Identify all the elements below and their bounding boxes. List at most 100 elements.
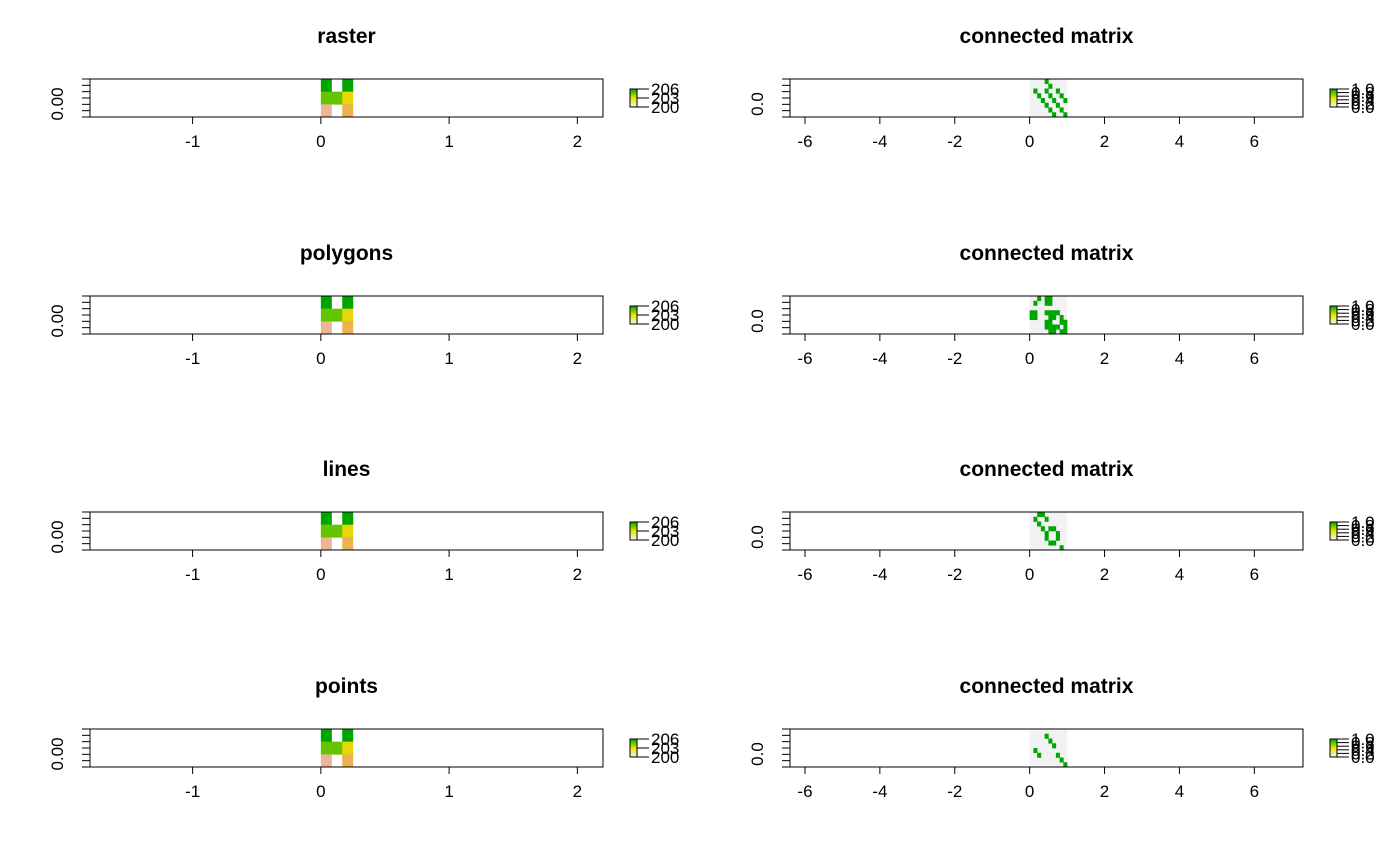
legend-label: 203 — [651, 522, 679, 541]
heatmap-cell — [1044, 531, 1049, 537]
heatmap-cell — [1063, 324, 1068, 330]
heatmap-cell — [320, 537, 332, 551]
legend-colorbar — [1329, 738, 1338, 758]
y-tick-label: 0.00 — [48, 304, 67, 337]
heatmap-cell — [1044, 300, 1049, 306]
x-tick-label: -4 — [872, 349, 887, 368]
legend-label: 0.8 — [1351, 301, 1375, 320]
legend-colorbar — [1329, 88, 1338, 108]
x-tick-label: -6 — [797, 782, 812, 801]
heatmap-cell — [1063, 98, 1068, 104]
x-tick-label: 2 — [573, 565, 582, 584]
heatmap-cell — [1033, 300, 1038, 306]
heatmap-cell — [1037, 521, 1042, 527]
heatmap-cell — [1033, 88, 1038, 94]
heatmap-cell — [1048, 526, 1053, 532]
x-tick-label: 0 — [1025, 349, 1034, 368]
legend-label: 206 — [651, 80, 679, 99]
x-tick-label: -2 — [947, 349, 962, 368]
legend-label: 0.6 — [1351, 737, 1375, 756]
heatmap-cell — [1052, 540, 1057, 546]
x-tick-label: 6 — [1250, 565, 1259, 584]
x-tick-label: 0 — [1025, 132, 1034, 151]
x-tick-label: -4 — [872, 782, 887, 801]
x-tick-label: -1 — [185, 349, 200, 368]
heatmap-cell — [1048, 93, 1053, 99]
legend-label: 0.4 — [1351, 91, 1375, 110]
legend-label: 0.6 — [1351, 87, 1375, 106]
legend-label: 0.4 — [1351, 524, 1375, 543]
x-tick-label: 0 — [1025, 565, 1034, 584]
heatmap-cell — [331, 308, 343, 322]
heatmap-cell — [342, 729, 354, 742]
heatmap-cell — [1048, 319, 1053, 325]
heatmap-cell — [1048, 107, 1053, 113]
heatmap-cell — [1055, 88, 1060, 94]
heatmap-cell — [1033, 516, 1038, 522]
legend-label: 200 — [651, 748, 679, 767]
heatmap-cell — [1063, 329, 1068, 335]
heatmap-cell — [1037, 93, 1042, 99]
heatmap-cell — [342, 754, 354, 768]
heatmap-cell — [1029, 310, 1034, 316]
x-tick-label: 2 — [573, 132, 582, 151]
heatmap-cell — [1048, 738, 1053, 744]
heatmap-cell — [1055, 752, 1060, 758]
heatmap-cell — [1033, 748, 1038, 754]
heatmap-cell — [1052, 743, 1057, 749]
heatmap-cell — [320, 308, 332, 322]
legend-colorbar — [629, 521, 638, 541]
heatmap-cell — [320, 321, 332, 335]
heatmap-cell — [1044, 296, 1049, 302]
heatmap-cell — [1048, 83, 1053, 89]
heatmap-cell — [331, 524, 343, 538]
chart-title: connected matrix — [960, 675, 1134, 698]
x-tick-label: 0 — [316, 782, 325, 801]
heatmap-cell — [320, 91, 332, 105]
y-tick-label: 0.0 — [748, 742, 767, 766]
x-tick-label: 1 — [444, 349, 453, 368]
legend-label: 0.4 — [1351, 308, 1375, 327]
heatmap-cell — [1052, 329, 1057, 335]
heatmap-cell — [320, 754, 332, 768]
legend-label: 1.0 — [1351, 80, 1375, 99]
heatmap-cell — [1063, 762, 1068, 768]
heatmap-cell — [1048, 329, 1053, 335]
heatmap-cell — [1044, 79, 1049, 85]
x-tick-label: 2 — [573, 349, 582, 368]
y-tick-label: 0.00 — [48, 87, 67, 120]
heatmap-cell — [1052, 112, 1057, 118]
heatmap-cell — [320, 512, 332, 525]
legend-colorbar — [629, 305, 638, 325]
heatmap-cell — [1055, 531, 1060, 537]
heatmap-cell — [1037, 752, 1042, 758]
legend-label: 0.4 — [1351, 741, 1375, 760]
heatmap-cell — [1052, 310, 1057, 316]
legend-label: 1.0 — [1351, 297, 1375, 316]
x-tick-label: 4 — [1175, 132, 1184, 151]
legend-label: 0.6 — [1351, 304, 1375, 323]
legend-label: 203 — [651, 306, 679, 325]
legend-label: 206 — [651, 297, 679, 316]
heatmap-cell — [342, 524, 354, 538]
legend-label: 0.0 — [1351, 531, 1375, 550]
chart-title: polygons — [300, 242, 393, 265]
heatmap-cell — [1044, 324, 1049, 330]
legend-label: 206 — [651, 513, 679, 532]
legend-label: 0.2 — [1351, 311, 1375, 330]
heatmap-cell — [1040, 526, 1045, 532]
heatmap-cell — [1033, 315, 1038, 321]
heatmap-cell — [1044, 102, 1049, 108]
legend-label: 200 — [651, 98, 679, 117]
heatmap-cell — [1048, 296, 1053, 302]
legend-colorbar — [1329, 521, 1338, 541]
heatmap-cell — [320, 524, 332, 538]
heatmap-cell — [1055, 324, 1060, 330]
legend-label: 0.6 — [1351, 520, 1375, 539]
heatmap-cell — [1044, 88, 1049, 94]
legend-colorbar — [1329, 305, 1338, 325]
